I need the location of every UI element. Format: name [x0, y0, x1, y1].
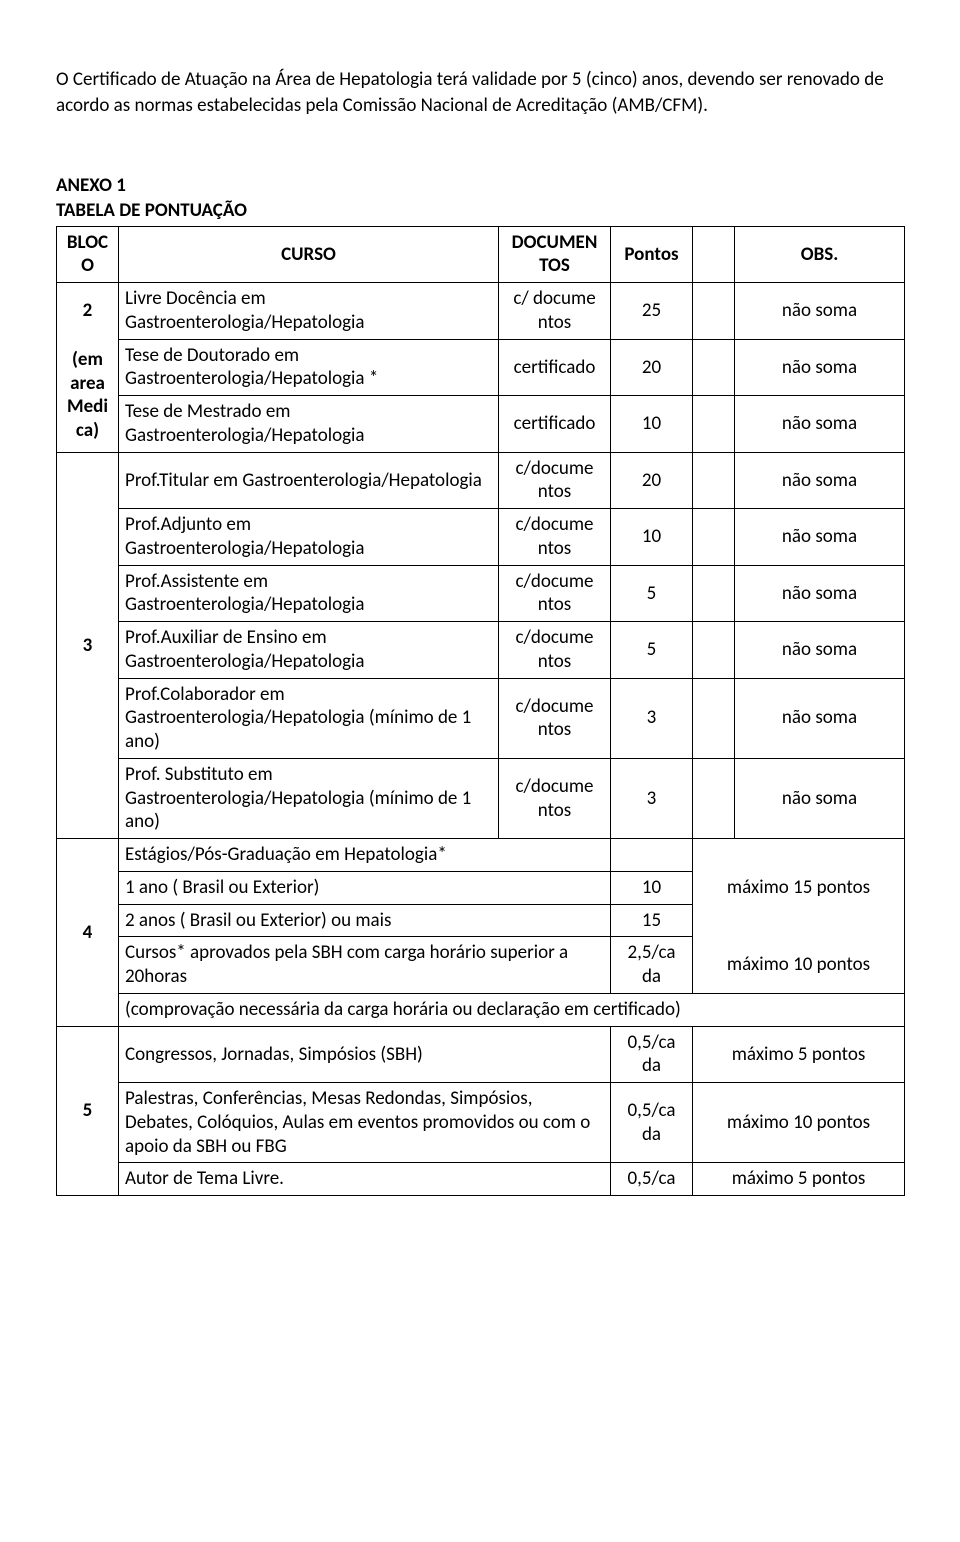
cell-gap — [693, 396, 735, 453]
cell-gap — [693, 678, 735, 758]
cell-curso: Tese de Mestrado em Gastroenterologia/He… — [119, 396, 499, 453]
cell-curso: Prof.Adjunto em Gastroenterologia/Hepato… — [119, 509, 499, 566]
cell-gap — [693, 565, 735, 622]
table-row: Prof.Colaborador em Gastroenterologia/He… — [57, 678, 905, 758]
cell-note: (comprovação necessária da carga horária… — [119, 993, 905, 1026]
cell-pts: 20 — [611, 452, 693, 509]
cell-doc: c/docume ntos — [499, 509, 611, 566]
cell-pts: 0,5/ca da — [611, 1026, 693, 1083]
cell-gap — [693, 452, 735, 509]
th-gap — [693, 226, 735, 283]
table-row: (em area Medi ca) Tese de Doutorado em G… — [57, 339, 905, 396]
cell-curso: Congressos, Jornadas, Simpósios (SBH) — [119, 1026, 611, 1083]
cell-obs-estagios: máximo 15 pontos — [693, 839, 905, 937]
table-header-row: BLOC O CURSO DOCUMEN TOS Pontos OBS. — [57, 226, 905, 283]
cell-pts: 2,5/ca da — [611, 937, 693, 994]
table-row: 2 Livre Docência em Gastroenterologia/He… — [57, 283, 905, 340]
bloco3-label: 3 — [57, 452, 119, 839]
cell-obs: não soma — [735, 283, 905, 340]
cell-pts: 3 — [611, 678, 693, 758]
cell-doc: c/docume ntos — [499, 452, 611, 509]
cell-obs: máximo 5 pontos — [693, 1026, 905, 1083]
cell-pts: 20 — [611, 339, 693, 396]
cell-obs: não soma — [735, 565, 905, 622]
table-row: 3 Prof.Titular em Gastroenterologia/Hepa… — [57, 452, 905, 509]
cell-curso: Prof.Titular em Gastroenterologia/Hepato… — [119, 452, 499, 509]
cell-curso: 2 anos ( Brasil ou Exterior) ou mais — [119, 904, 611, 937]
cell-obs: máximo 10 pontos — [693, 937, 905, 994]
table-row: Cursos* aprovados pela SBH com carga hor… — [57, 937, 905, 994]
table-row: Tese de Mestrado em Gastroenterologia/He… — [57, 396, 905, 453]
cell-curso: 1 ano ( Brasil ou Exterior) — [119, 871, 611, 904]
th-pontos: Pontos — [611, 226, 693, 283]
th-bloco: BLOC O — [57, 226, 119, 283]
cell-doc: c/docume ntos — [499, 622, 611, 679]
cell-pts: 5 — [611, 622, 693, 679]
cell-curso: Palestras, Conferências, Mesas Redondas,… — [119, 1083, 611, 1163]
intro-paragraph: O Certificado de Atuação na Área de Hepa… — [56, 67, 904, 118]
pontuacao-table: BLOC O CURSO DOCUMEN TOS Pontos OBS. 2 L… — [56, 226, 905, 1197]
table-row: Prof.Auxiliar de Ensino em Gastroenterol… — [57, 622, 905, 679]
cell-gap — [693, 758, 735, 838]
table-row: Palestras, Conferências, Mesas Redondas,… — [57, 1083, 905, 1163]
cell-obs: não soma — [735, 678, 905, 758]
cell-pts: 10 — [611, 871, 693, 904]
anexo-line2: TABELA DE PONTUAÇÃO — [56, 199, 904, 224]
cell-obs: não soma — [735, 339, 905, 396]
bloco2-label: 2 — [57, 283, 119, 340]
cell-curso: Cursos* aprovados pela SBH com carga hor… — [119, 937, 611, 994]
cell-obs: não soma — [735, 622, 905, 679]
anexo-line1: ANEXO 1 — [56, 174, 904, 199]
cell-obs: máximo 10 pontos — [693, 1083, 905, 1163]
cell-pts: 5 — [611, 565, 693, 622]
bloco5-label: 5 — [57, 1026, 119, 1196]
cell-pts: 25 — [611, 283, 693, 340]
th-curso: CURSO — [119, 226, 499, 283]
cell-doc: c/ docume ntos — [499, 283, 611, 340]
table-row: 4 Estágios/Pós-Graduação em Hepatologia*… — [57, 839, 905, 872]
cell-pts: 10 — [611, 509, 693, 566]
cell-gap — [693, 509, 735, 566]
cell-gap — [693, 622, 735, 679]
table-row: (comprovação necessária da carga horária… — [57, 993, 905, 1026]
table-row: Prof. Substituto em Gastroenterologia/He… — [57, 758, 905, 838]
cell-curso: Tese de Doutorado em Gastroenterologia/H… — [119, 339, 499, 396]
cell-obs: não soma — [735, 509, 905, 566]
cell-doc: certificado — [499, 339, 611, 396]
cell-obs: não soma — [735, 396, 905, 453]
cell-gap — [693, 339, 735, 396]
cell-curso: Prof.Auxiliar de Ensino em Gastroenterol… — [119, 622, 499, 679]
anexo-heading: ANEXO 1 TABELA DE PONTUAÇÃO — [56, 174, 904, 223]
table-row: Autor de Tema Livre. 0,5/ca máximo 5 pon… — [57, 1163, 905, 1196]
cell-curso: Autor de Tema Livre. — [119, 1163, 611, 1196]
cell-obs: máximo 5 pontos — [693, 1163, 905, 1196]
cell-doc: c/docume ntos — [499, 758, 611, 838]
th-doc: DOCUMEN TOS — [499, 226, 611, 283]
table-row: Prof.Assistente em Gastroenterologia/Hep… — [57, 565, 905, 622]
cell-doc: c/docume ntos — [499, 565, 611, 622]
cell-pts: 0,5/ca da — [611, 1083, 693, 1163]
cell-curso: Livre Docência em Gastroenterologia/Hepa… — [119, 283, 499, 340]
cell-obs: não soma — [735, 758, 905, 838]
cell-estagios-title: Estágios/Pós-Graduação em Hepatologia* — [119, 839, 611, 872]
bloco2-label-rest: (em area Medi ca) — [57, 339, 119, 452]
cell-doc: certificado — [499, 396, 611, 453]
cell-pts: 0,5/ca — [611, 1163, 693, 1196]
cell-pts: 3 — [611, 758, 693, 838]
cell-gap — [693, 283, 735, 340]
table-row: Prof.Adjunto em Gastroenterologia/Hepato… — [57, 509, 905, 566]
th-obs: OBS. — [735, 226, 905, 283]
cell-pts: 15 — [611, 904, 693, 937]
cell-obs: não soma — [735, 452, 905, 509]
table-row: 5 Congressos, Jornadas, Simpósios (SBH) … — [57, 1026, 905, 1083]
cell-doc: c/docume ntos — [499, 678, 611, 758]
cell-curso: Prof. Substituto em Gastroenterologia/He… — [119, 758, 499, 838]
bloco4-label: 4 — [57, 839, 119, 1027]
cell-pts: 10 — [611, 396, 693, 453]
cell-curso: Prof.Assistente em Gastroenterologia/Hep… — [119, 565, 499, 622]
cell-curso: Prof.Colaborador em Gastroenterologia/He… — [119, 678, 499, 758]
cell-pts — [611, 839, 693, 872]
